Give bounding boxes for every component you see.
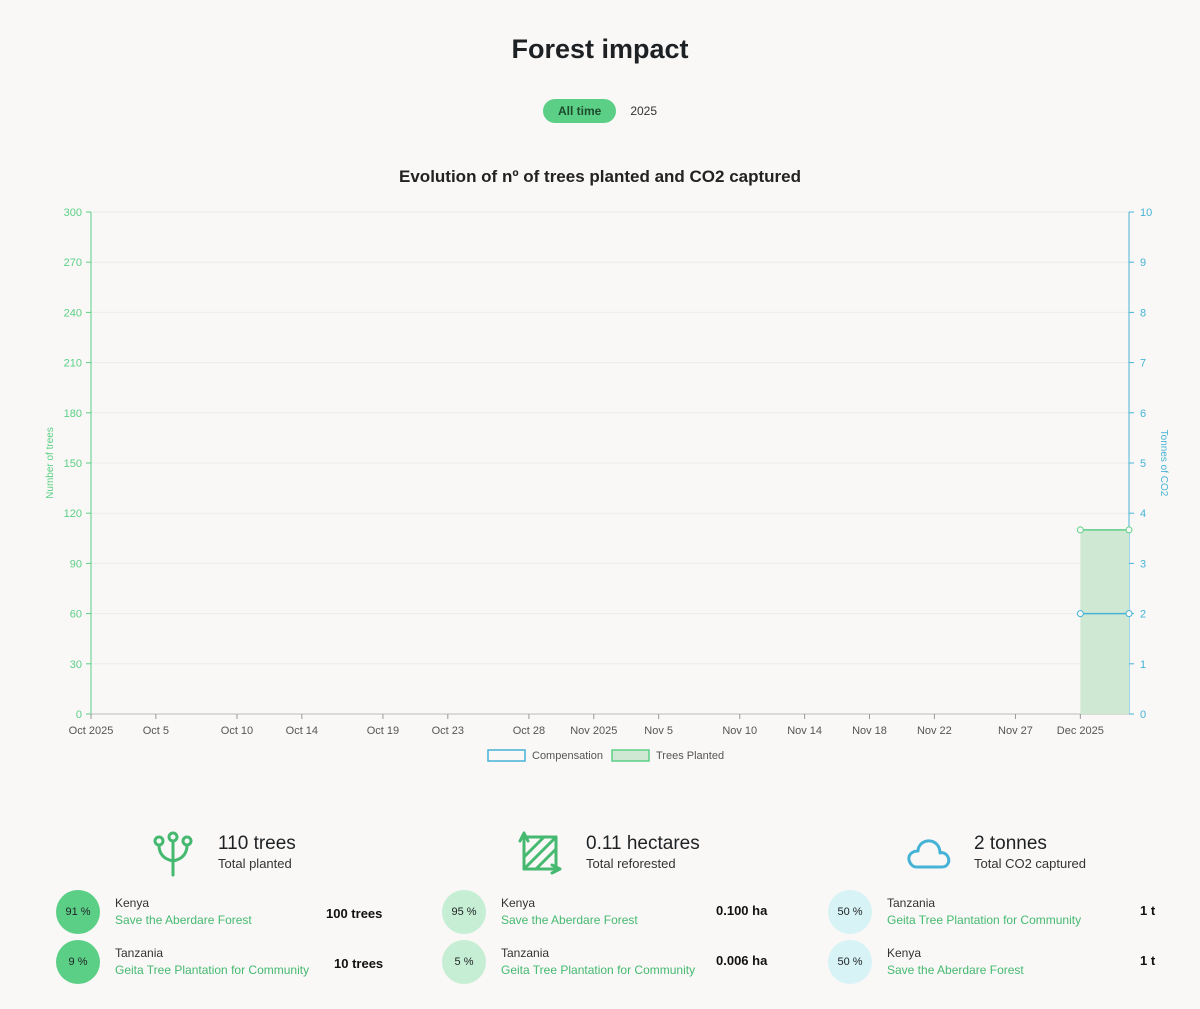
country-name: Kenya — [115, 896, 150, 910]
compensation-point — [1076, 610, 1084, 618]
y-left-tick-label: 0 — [76, 709, 82, 721]
legend-trees-planted-label: Trees Planted — [656, 750, 724, 762]
y-left-tick-label: 210 — [64, 358, 82, 370]
x-tick-label: Nov 2025 — [570, 725, 617, 737]
project-link[interactable]: Geita Tree Plantation for Community — [115, 963, 310, 977]
y-left-tick-label: 60 — [70, 609, 82, 621]
co2-total: 2 tonnes — [974, 833, 1047, 854]
y-left-tick-label: 180 — [64, 408, 82, 420]
y-right-tick-label: 9 — [1140, 257, 1146, 269]
y-right-tick-label: 10 — [1140, 207, 1152, 219]
hectares-stat: 0.11 hectares Total reforested 95 % Keny… — [442, 826, 812, 984]
amount-value: 0.100 ha — [716, 903, 768, 918]
legend-trees-planted-swatch — [611, 749, 650, 762]
percent-badge: 50 % — [828, 940, 872, 984]
hectares-label: Total reforested — [586, 856, 676, 871]
percent-badge: 95 % — [442, 890, 486, 934]
project-link[interactable]: Geita Tree Plantation for Community — [887, 913, 1082, 927]
y-right-tick-label: 6 — [1140, 408, 1146, 420]
list-item: 95 % Kenya Save the Aberdare Forest 0.10… — [442, 890, 812, 936]
y-left-tick-label: 270 — [64, 257, 82, 269]
amount-value: 1 t — [1140, 903, 1156, 918]
compensation-point — [1125, 610, 1133, 618]
y-right-tick-label: 1 — [1140, 659, 1146, 671]
y-left-tick-label: 240 — [64, 307, 82, 319]
legend-compensation-swatch — [487, 749, 526, 762]
x-tick-label: Oct 14 — [286, 725, 318, 737]
y-left-axis-label: Number of trees — [45, 427, 56, 499]
list-item: 50 % Kenya Save the Aberdare Forest 1 t — [828, 940, 1198, 986]
y-left-tick-label: 300 — [64, 207, 82, 219]
filter-all-time[interactable]: All time — [542, 99, 617, 123]
percent-badge: 9 % — [56, 940, 100, 984]
x-tick-label: Nov 18 — [852, 725, 887, 737]
x-tick-label: Nov 10 — [722, 725, 757, 737]
list-item: 50 % Tanzania Geita Tree Plantation for … — [828, 890, 1198, 936]
list-item: 91 % Kenya Save the Aberdare Forest 100 … — [56, 890, 426, 936]
trees-stat: 110 trees Total planted 91 % Kenya Save … — [56, 826, 426, 984]
trees-label: Total planted — [218, 856, 292, 871]
amount-value: 1 t — [1140, 953, 1156, 968]
y-right-tick-label: 2 — [1140, 609, 1146, 621]
y-right-tick-label: 5 — [1140, 458, 1146, 470]
project-link[interactable]: Save the Aberdare Forest — [501, 913, 638, 927]
evolution-chart: 0 30 60 90 120 150 180 210 240 270 300 0 1 2 3 4 5 6 7 8 9 10… — [45, 207, 1169, 762]
x-tick-label: Nov 5 — [644, 725, 673, 737]
y-left-tick-label: 90 — [70, 558, 82, 570]
trees-point — [1076, 526, 1084, 534]
x-tick-label: Dec 2025 — [1057, 725, 1104, 737]
x-tick-label: Nov 27 — [998, 725, 1033, 737]
trees-area — [1080, 529, 1129, 714]
chart-legend: Compensation Trees Planted — [487, 749, 724, 762]
y-right-axis-label: Tonnes of CO2 — [1158, 430, 1169, 497]
amount-value: 10 trees — [334, 956, 384, 971]
x-tick-label: Oct 19 — [367, 725, 399, 737]
percent-badge: 5 % — [442, 940, 486, 984]
cloud-icon — [907, 839, 951, 869]
y-right-tick-label: 0 — [1140, 709, 1146, 721]
y-left-tick-label: 120 — [64, 508, 82, 520]
legend-compensation-label: Compensation — [532, 750, 603, 762]
percent-badge: 91 % — [56, 890, 100, 934]
trees-total: 110 trees — [218, 833, 296, 854]
page-title: Forest impact — [511, 34, 689, 64]
list-item: 5 % Tanzania Geita Tree Plantation for C… — [442, 940, 812, 986]
x-tick-label: Nov 22 — [917, 725, 952, 737]
y-right-tick-label: 8 — [1140, 307, 1146, 319]
project-link[interactable]: Save the Aberdare Forest — [887, 963, 1024, 977]
co2-label: Total CO2 captured — [974, 856, 1087, 871]
x-tick-label: Oct 23 — [432, 725, 464, 737]
x-tick-label: Oct 28 — [513, 725, 545, 737]
list-item: 9 % Tanzania Geita Tree Plantation for C… — [56, 940, 426, 986]
reforest-area-icon — [518, 831, 562, 875]
chart-title: Evolution of nº of trees planted and CO2… — [399, 167, 801, 186]
y-left-tick-label: 30 — [70, 659, 82, 671]
project-link[interactable]: Save the Aberdare Forest — [115, 913, 252, 927]
country-name: Tanzania — [115, 946, 164, 960]
x-tick-label: Oct 2025 — [69, 725, 114, 737]
trees-point — [1125, 526, 1133, 534]
impact-stats: 110 trees Total planted 91 % Kenya Save … — [0, 826, 1200, 1006]
amount-value: 100 trees — [326, 906, 383, 921]
x-tick-label: Oct 5 — [143, 725, 169, 737]
country-name: Kenya — [501, 896, 536, 910]
co2-stat: 2 tonnes Total CO2 captured 50 % Tanzani… — [828, 826, 1198, 984]
amount-value: 0.006 ha — [716, 953, 768, 968]
time-filter: All time 2025 — [0, 99, 1200, 123]
y-left-tick-label: 150 — [64, 458, 82, 470]
y-right-tick-label: 4 — [1140, 508, 1146, 520]
tree-icon — [153, 831, 193, 877]
project-link[interactable]: Geita Tree Plantation for Community — [501, 963, 696, 977]
y-right-tick-label: 7 — [1140, 358, 1146, 370]
country-name: Tanzania — [887, 896, 936, 910]
percent-badge: 50 % — [828, 890, 872, 934]
x-tick-label: Oct 10 — [221, 725, 253, 737]
x-tick-label: Nov 14 — [787, 725, 822, 737]
filter-2025[interactable]: 2025 — [630, 104, 658, 118]
hectares-total: 0.11 hectares — [586, 833, 700, 854]
country-name: Tanzania — [501, 946, 550, 960]
country-name: Kenya — [887, 946, 922, 960]
y-right-tick-label: 3 — [1140, 558, 1146, 570]
